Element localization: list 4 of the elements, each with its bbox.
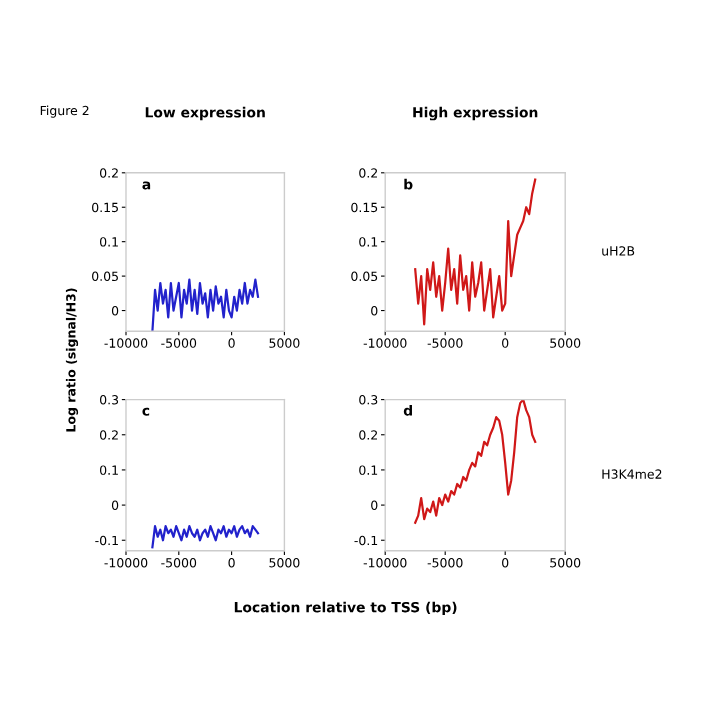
line-series	[414, 399, 537, 524]
line-series	[414, 178, 537, 326]
line-series	[151, 525, 260, 549]
line-series	[151, 278, 260, 332]
